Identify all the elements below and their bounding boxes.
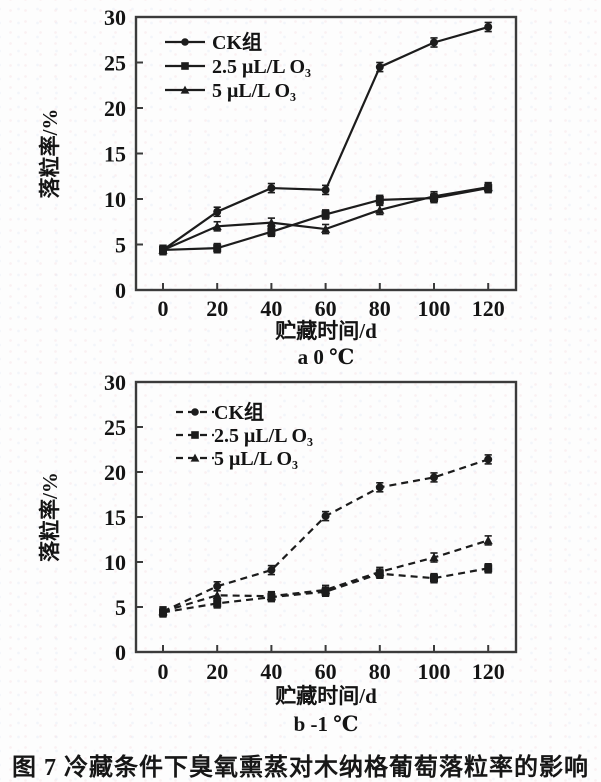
- figure-caption: 图 7 冷藏条件下臭氧熏蒸对木纳格葡萄落粒率的影响: [12, 755, 589, 781]
- legend-label: 5 μL/L O₃: [214, 448, 298, 470]
- x-tick-label: 0: [158, 659, 169, 684]
- x-tick-label: 100: [418, 296, 451, 321]
- legend-label: 2.5 μL/L O₃: [212, 56, 311, 78]
- y-tick-label: 30: [104, 5, 126, 30]
- x-tick-label: 80: [369, 659, 391, 684]
- x-tick-label: 120: [472, 659, 505, 684]
- y-tick-label: 0: [115, 278, 126, 303]
- y-axis-label: 落粒率/%: [38, 109, 62, 199]
- x-tick-label: 40: [260, 296, 282, 321]
- y-tick-label: 30: [104, 370, 126, 395]
- legend-label: CK组: [212, 30, 262, 54]
- y-tick-label: 5: [115, 595, 126, 620]
- y-tick-label: 10: [104, 187, 126, 212]
- y-tick-label: 15: [104, 141, 126, 166]
- x-tick-label: 40: [260, 659, 282, 684]
- x-tick-label: 0: [158, 296, 169, 321]
- y-tick-label: 15: [104, 505, 126, 530]
- y-tick-label: 5: [115, 232, 126, 257]
- y-tick-label: 25: [104, 50, 126, 75]
- legend-label: CK组: [214, 400, 264, 424]
- x-tick-label: 20: [206, 659, 228, 684]
- x-axis-label: 贮藏时间/d: [274, 319, 377, 343]
- legend-label: 5 μL/L O₃: [212, 80, 296, 102]
- y-tick-label: 25: [104, 415, 126, 440]
- x-axis-label: 贮藏时间/d: [274, 684, 377, 708]
- x-tick-label: 120: [472, 296, 505, 321]
- chart-a-0c: 0 5 10 15 20 25 30 0 20 40 60 80 100 120 贮藏时间/d 落粒率/% a …: [38, 5, 518, 369]
- x-tick-label: 100: [418, 659, 451, 684]
- legend-label: 2.5 μL/L O₃: [214, 425, 313, 447]
- y-tick-label: 20: [104, 96, 126, 121]
- chart-subtitle: b -1 ℃: [294, 712, 359, 736]
- x-tick-label: 80: [369, 296, 391, 321]
- x-tick-label: 60: [315, 296, 337, 321]
- y-tick-label: 20: [104, 460, 126, 485]
- x-tick-label: 20: [206, 296, 228, 321]
- chart-subtitle: a 0 ℃: [298, 345, 355, 369]
- x-tick-label: 60: [315, 659, 337, 684]
- y-axis-label: 落粒率/%: [38, 472, 62, 562]
- chart-b-minus1c: 0 5 10 15 20 25 30 0 20 40 60 80 100 120 贮藏时间/d 落粒率/% b …: [38, 370, 518, 736]
- y-tick-label: 10: [104, 550, 126, 575]
- y-tick-label: 0: [115, 640, 126, 665]
